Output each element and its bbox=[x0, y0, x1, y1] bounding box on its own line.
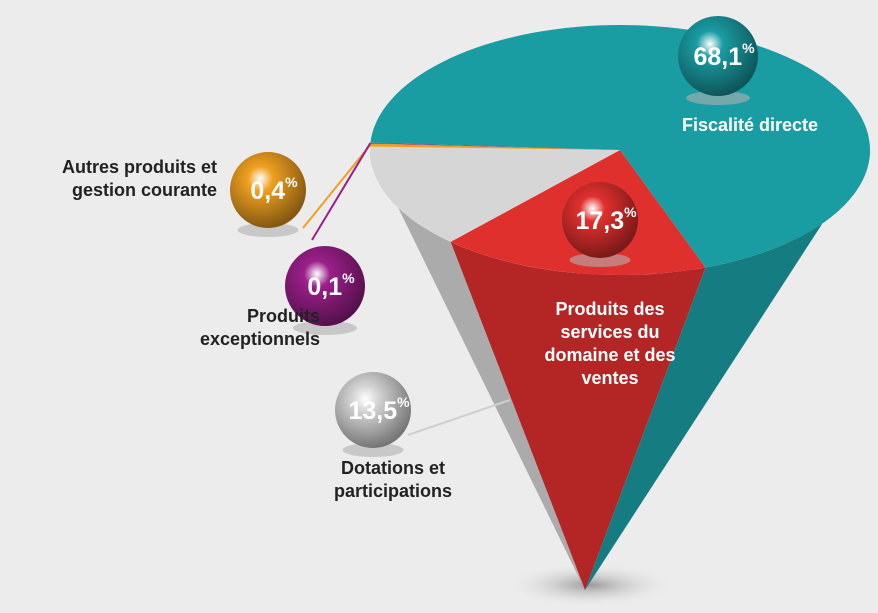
chart-graphic: 17,3%13,5%0,4%0,1%68,1% bbox=[0, 0, 878, 613]
category-label: Dotations et participations bbox=[303, 457, 483, 503]
leader-line bbox=[303, 145, 370, 228]
chart: 17,3%13,5%0,4%0,1%68,1% Produits des ser… bbox=[0, 0, 878, 613]
leader-line bbox=[312, 143, 370, 240]
category-label: Produits des services du domaine et des … bbox=[535, 298, 685, 390]
category-label: Produits exceptionnels bbox=[160, 305, 320, 351]
category-label: Fiscalité directe bbox=[655, 114, 845, 137]
category-label: Autres produits et gestion courante bbox=[5, 156, 217, 202]
leader-line bbox=[408, 400, 510, 435]
